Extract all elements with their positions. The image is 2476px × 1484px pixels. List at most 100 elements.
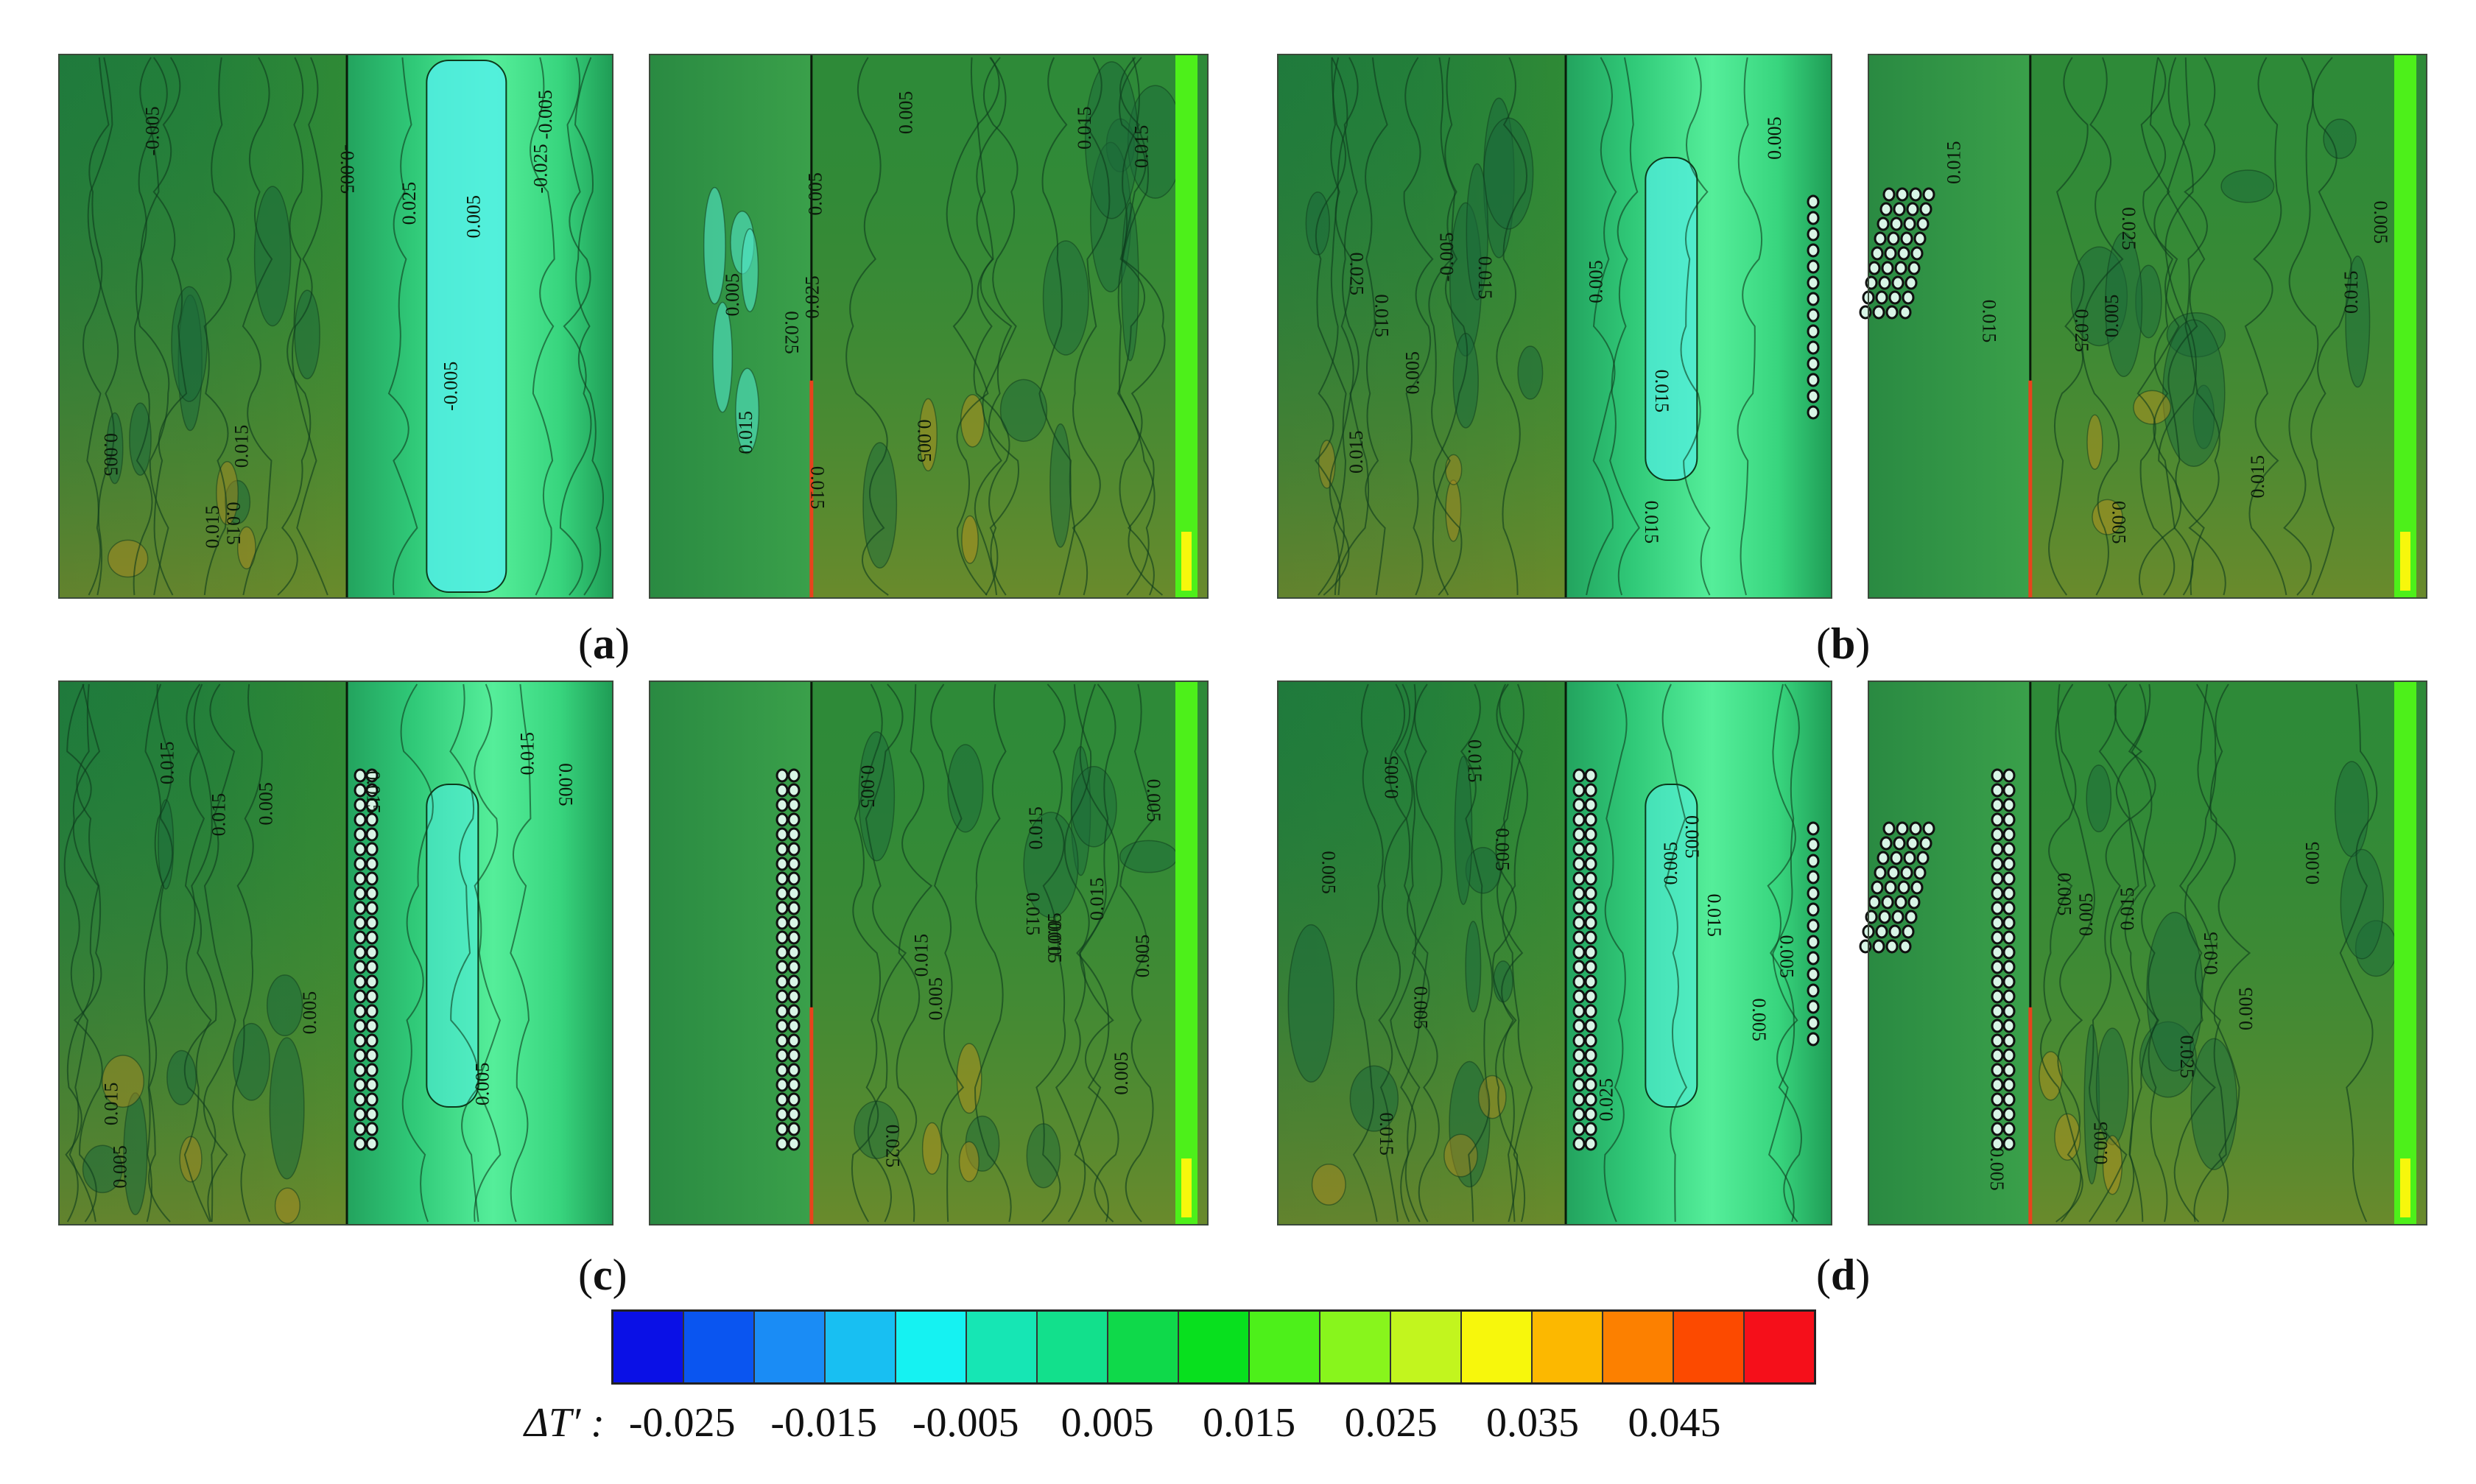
cooling-hole: [1584, 1033, 1597, 1048]
cooling-hole: [1919, 202, 1932, 217]
contour-label: -0.005: [1436, 232, 1457, 281]
contour-line: [1737, 57, 1763, 596]
edge-hot-spot: [1181, 1158, 1192, 1217]
contour-line: [530, 57, 555, 596]
cooling-hole: [1875, 924, 1888, 939]
contour-region: [106, 412, 124, 485]
cooling-hole: [1584, 915, 1597, 930]
cooling-hole: [1572, 783, 1586, 798]
cooling-hole: [775, 1063, 789, 1077]
cooling-hole: [2002, 783, 2016, 798]
cooling-hole: [775, 1019, 789, 1033]
cooling-hole: [1991, 901, 2004, 915]
cooling-hole: [1807, 211, 1820, 225]
contour-label: 0.005: [1776, 935, 1797, 979]
contour-line: [2184, 683, 2227, 1223]
cooling-hole: [1896, 187, 1909, 202]
cooling-hole: [1584, 1107, 1597, 1122]
edge-hot-spot: [1181, 532, 1192, 591]
cooling-hole: [354, 886, 367, 901]
cooling-hole: [354, 915, 367, 930]
contour-region: [703, 186, 726, 305]
contour-line: [1055, 683, 1092, 1223]
cooling-hole: [1584, 812, 1597, 827]
contour-region: [2054, 1113, 2081, 1161]
cooling-hole: [2002, 915, 2016, 930]
contour-line: [277, 57, 312, 596]
contour-label: 0.015: [2201, 932, 2222, 975]
contour-line: [387, 57, 418, 596]
panel-border: [1277, 681, 1832, 1225]
cooling-hole: [354, 1033, 367, 1048]
contour-line: [2081, 57, 2124, 596]
edge-strip: [1175, 681, 1197, 1225]
colorbar-swatch: [1038, 1312, 1108, 1382]
contour-line: [183, 683, 217, 1223]
cooling-hole: [354, 842, 367, 857]
cooling-hole: [365, 1048, 379, 1063]
cooling-hole: [787, 1122, 801, 1136]
cooling-hole: [2002, 857, 2016, 871]
cooling-hole: [2002, 1136, 2016, 1151]
contour-line: [2136, 57, 2180, 596]
contour-label: 0.005: [463, 195, 484, 239]
colorbar-swatch: [1462, 1312, 1533, 1382]
cooling-hole: [1991, 1092, 2004, 1107]
cooling-hole: [1868, 261, 1881, 275]
cooling-hole: [1881, 261, 1894, 275]
cooling-hole: [1572, 1033, 1586, 1048]
panel-label-c: (c): [578, 1251, 627, 1299]
contour-region: [2323, 119, 2357, 159]
cooling-hole: [1584, 1136, 1597, 1151]
contour-label: 0.015: [362, 771, 384, 815]
contour-line: [183, 683, 213, 1223]
cooling-hole: [354, 827, 367, 842]
cooling-hole: [354, 1136, 367, 1151]
contour-label: 0.005: [1132, 935, 1153, 978]
cooling-hole: [1885, 939, 1899, 954]
contour-line: [203, 57, 236, 596]
cooling-hole: [1572, 798, 1586, 812]
cooling-hole: [775, 827, 789, 842]
cooling-hole: [775, 915, 789, 930]
cooling-hole: [775, 1004, 789, 1019]
contour-line: [1323, 57, 1354, 596]
panel-border: [1868, 54, 2427, 599]
cooling-hole: [1881, 895, 1894, 910]
cooling-hole: [775, 798, 789, 812]
contour-line: [1035, 683, 1066, 1223]
cooling-hole: [1877, 851, 1890, 865]
contour-line: [1378, 683, 1407, 1223]
colorbar-symbol: ΔT′ :: [524, 1400, 605, 1446]
colorbar-swatch: [1391, 1312, 1462, 1382]
cooling-hole: [1899, 939, 1912, 954]
cooling-hole: [1572, 886, 1586, 901]
contour-label: 0.005: [1660, 842, 1681, 885]
contour-label: 0.015: [2117, 887, 2138, 931]
cold-core-region: [1645, 784, 1698, 1108]
contour-line: [930, 683, 965, 1223]
cooling-hole: [1807, 340, 1820, 355]
contour-region: [216, 461, 239, 526]
contour-label: 0.015: [1086, 877, 1108, 921]
cooling-hole: [1991, 1019, 2004, 1033]
cooling-hole: [1991, 1077, 2004, 1092]
cooling-hole: [1905, 275, 1918, 290]
contour-label: 0.005: [1492, 828, 1513, 871]
cooling-hole: [365, 1136, 379, 1151]
cooling-hole: [2002, 842, 2016, 857]
contour-line: [2173, 683, 2217, 1223]
cooling-hole: [1899, 305, 1912, 320]
cooling-hole: [2002, 974, 2016, 989]
cooling-hole: [1897, 880, 1910, 895]
cooling-hole: [1991, 871, 2004, 886]
cold-core-region: [1645, 157, 1698, 481]
cooling-hole: [1584, 857, 1597, 871]
contour-region: [82, 1144, 123, 1194]
cooling-hole: [1991, 812, 2004, 827]
cooling-hole: [1584, 901, 1597, 915]
cooling-hole: [2002, 945, 2016, 960]
cooling-hole: [1991, 783, 2004, 798]
contour-label: 0.025: [2071, 309, 2092, 353]
cooling-hole: [787, 871, 801, 886]
